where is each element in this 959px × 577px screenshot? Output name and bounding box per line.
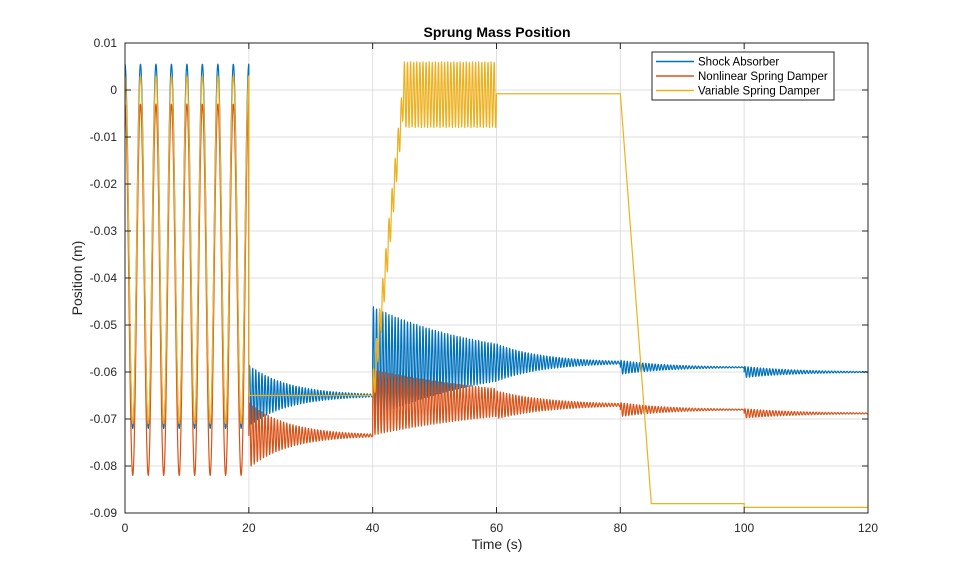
tick-labels: 0 20 40 60 80 100 120 0.01 0 -0.01 -0.02 -0.03 -0.04… <box>90 36 879 535</box>
legend-label-variable-spring-damper: Variable Spring Damper <box>698 86 820 98</box>
y-tick-label: -0.07 <box>90 412 118 426</box>
y-tick-label: -0.08 <box>90 459 118 473</box>
y-axis-label: Position (m) <box>69 241 85 316</box>
y-tick-label: -0.01 <box>90 130 118 144</box>
x-tick-label: 20 <box>242 521 256 535</box>
axes <box>124 42 869 514</box>
y-tick-label: -0.02 <box>90 177 118 191</box>
y-tick-label: -0.05 <box>90 318 118 332</box>
x-tick-label: 80 <box>614 521 628 535</box>
y-tick-label: 0.01 <box>94 36 118 50</box>
legend[interactable]: Shock Absorber Nonlinear Spring Damper V… <box>651 51 835 101</box>
x-tick-label: 0 <box>122 521 129 535</box>
legend-label-shock-absorber: Shock Absorber <box>698 57 779 69</box>
axes-box <box>124 42 869 514</box>
y-tick-label: -0.04 <box>90 271 118 285</box>
y-tick-label: -0.06 <box>90 365 118 379</box>
x-tick-label: 120 <box>858 521 878 535</box>
x-tick-label: 40 <box>366 521 380 535</box>
y-tick-label: -0.09 <box>90 506 118 520</box>
legend-label-nonlinear-spring-damper: Nonlinear Spring Damper <box>698 71 828 83</box>
y-tick-label: -0.03 <box>90 224 118 238</box>
x-tick-label: 60 <box>490 521 504 535</box>
y-tick-label: 0 <box>110 83 117 97</box>
chart-title: Sprung Mass Position <box>423 24 570 40</box>
series-lines <box>125 61 868 508</box>
x-axis-label: Time (s) <box>472 536 523 552</box>
x-tick-label: 100 <box>734 521 754 535</box>
series-line-variable-spring-damper <box>125 61 868 508</box>
